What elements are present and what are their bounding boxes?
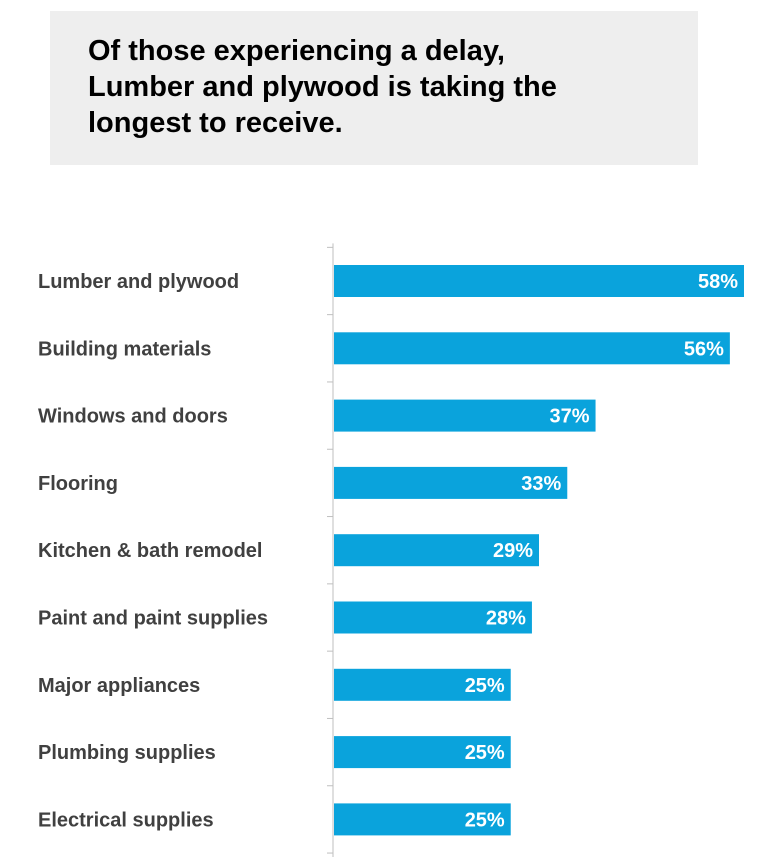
- chart-title: Of those experiencing a delay, Lumber an…: [88, 35, 557, 139]
- category-label: Paint and paint supplies: [38, 608, 268, 630]
- data-label: 29%: [493, 540, 533, 562]
- bar: [334, 803, 511, 836]
- title-panel: Of those experiencing a delay, Lumber an…: [50, 11, 698, 165]
- data-label: 28%: [486, 608, 526, 630]
- category-label: Windows and doors: [38, 406, 228, 428]
- data-label: 25%: [465, 809, 505, 831]
- labels-layer: Lumber and plywood 58% Building materials 5…: [38, 271, 738, 831]
- bar: [334, 466, 568, 499]
- bar: [334, 332, 730, 365]
- category-label: Electrical supplies: [38, 809, 214, 831]
- data-label: 56%: [684, 338, 724, 360]
- data-label: 25%: [465, 742, 505, 764]
- bar: [334, 601, 532, 634]
- axis-layer: [327, 243, 334, 858]
- bar: [334, 534, 539, 567]
- data-label: 37%: [550, 406, 590, 428]
- data-label: 33%: [521, 473, 561, 495]
- bar: [334, 668, 511, 701]
- data-label: 58%: [698, 271, 738, 293]
- bars-layer: [334, 265, 744, 836]
- bar: [334, 399, 596, 432]
- category-label: Major appliances: [38, 675, 200, 697]
- category-label: Plumbing supplies: [38, 742, 216, 764]
- category-label: Building materials: [38, 338, 211, 360]
- category-label: Kitchen & bath remodel: [38, 540, 262, 562]
- category-label: Lumber and plywood: [38, 271, 239, 293]
- category-label: Flooring: [38, 473, 118, 495]
- bar: [334, 265, 744, 297]
- bar: [334, 736, 511, 769]
- data-label: 25%: [465, 675, 505, 697]
